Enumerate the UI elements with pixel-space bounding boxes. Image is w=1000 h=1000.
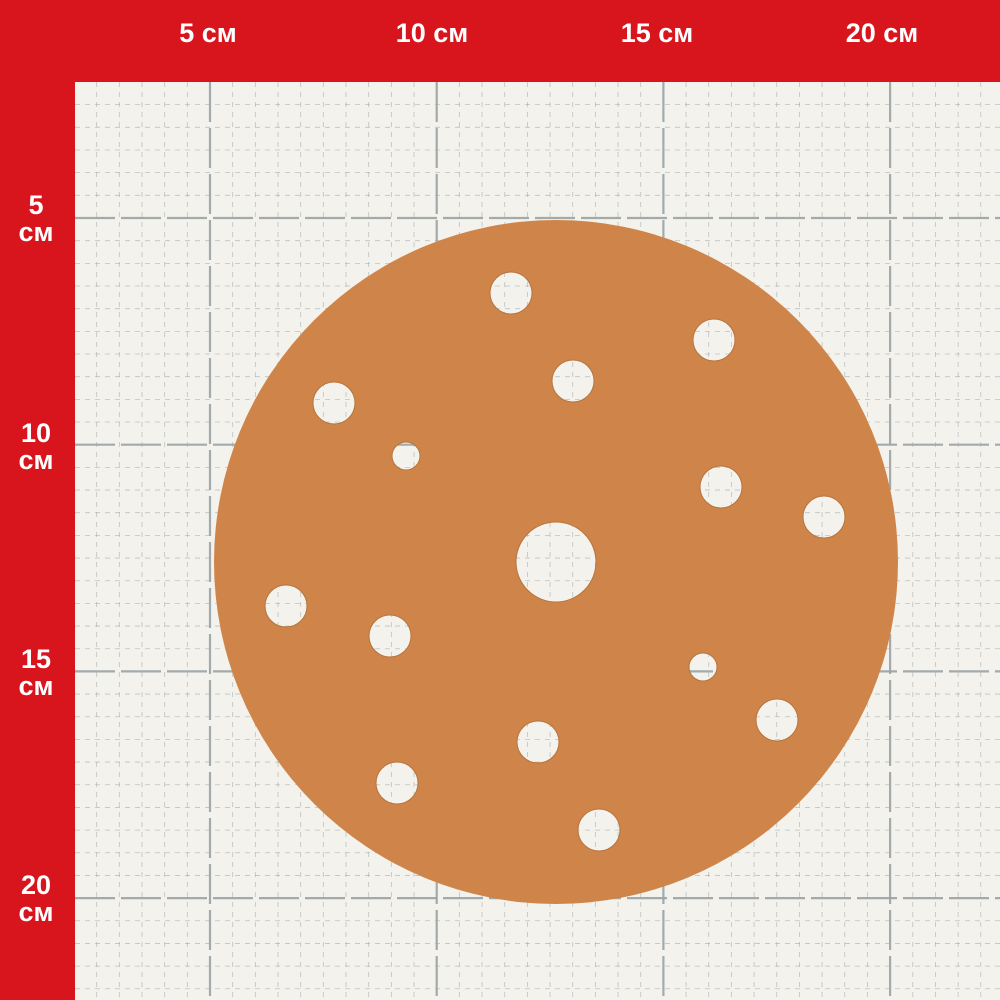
dust-extraction-hole — [515, 521, 597, 603]
left-ruler-label-10cm: 10 см — [0, 420, 72, 474]
label-number: 10 — [20, 418, 52, 448]
dust-extraction-hole — [489, 271, 533, 315]
dust-extraction-hole — [551, 359, 595, 403]
label-number: 15 — [20, 644, 52, 674]
dust-extraction-hole — [375, 761, 419, 805]
top-ruler-label-20cm: 20 см — [845, 18, 919, 48]
dust-extraction-hole — [692, 318, 736, 362]
dust-extraction-hole — [264, 584, 308, 628]
dust-extraction-hole — [755, 698, 799, 742]
dust-extraction-hole — [802, 495, 846, 539]
label-unit: см — [18, 897, 54, 927]
left-ruler-label-5cm: 5 см — [0, 192, 72, 246]
top-ruler-label-5cm: 5 см — [179, 18, 237, 48]
dust-extraction-hole — [516, 720, 560, 764]
top-ruler-label-15cm: 15 см — [620, 18, 694, 48]
sanding-disc — [214, 220, 898, 904]
left-ruler-label-20cm: 20 см — [0, 872, 72, 926]
label-unit: см — [18, 445, 54, 475]
label-number: 20 — [20, 870, 52, 900]
dust-extraction-hole — [577, 808, 621, 852]
dust-extraction-hole — [391, 441, 421, 471]
dust-extraction-hole — [368, 614, 412, 658]
dust-extraction-hole — [699, 465, 743, 509]
label-unit: см — [18, 217, 54, 247]
dust-extraction-hole — [688, 652, 718, 682]
top-ruler-label-10cm: 10 см — [395, 18, 469, 48]
label-number: 5 — [28, 190, 44, 220]
dust-extraction-hole — [312, 381, 356, 425]
label-unit: см — [18, 671, 54, 701]
left-ruler-label-15cm: 15 см — [0, 646, 72, 700]
